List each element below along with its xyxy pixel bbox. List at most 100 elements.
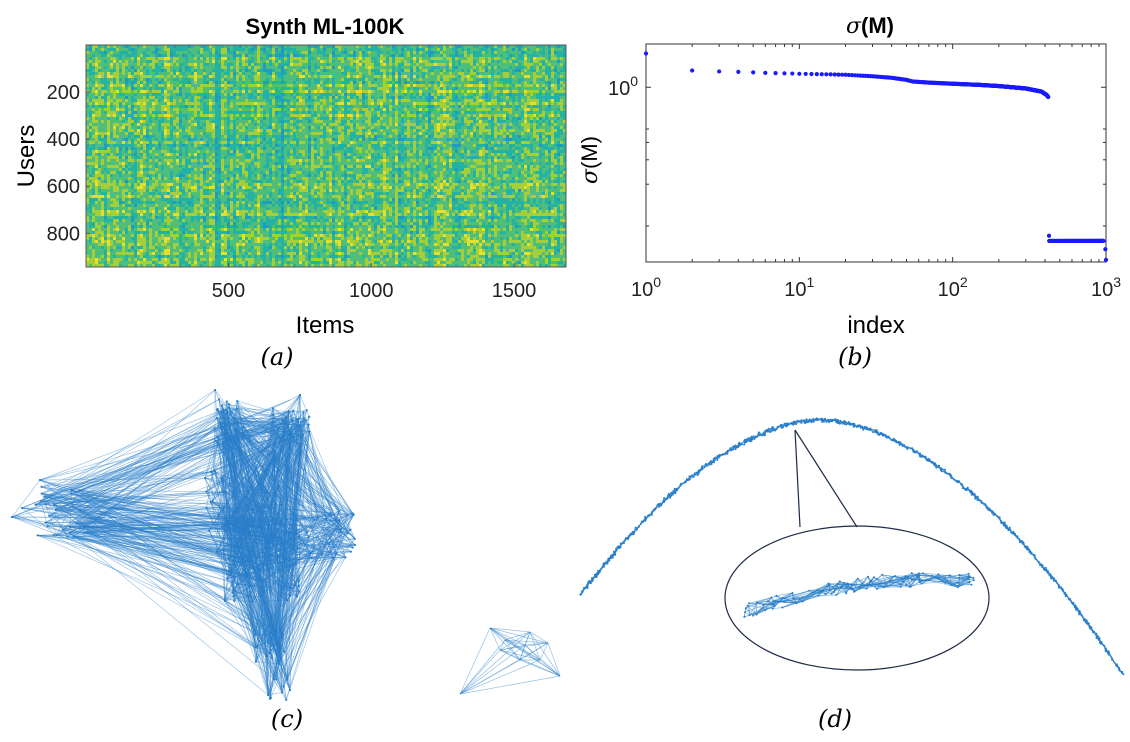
heatmap-cell <box>263 120 267 124</box>
heatmap-cell <box>158 93 162 97</box>
heatmap-cell <box>563 69 567 73</box>
heatmap-cell <box>95 138 99 142</box>
heatmap-cell <box>527 84 531 88</box>
heatmap-cell <box>497 111 501 115</box>
heatmap-cell <box>314 84 318 88</box>
heatmap-cell <box>521 54 525 58</box>
heatmap-cell <box>227 96 231 100</box>
heatmap-cell <box>173 78 177 82</box>
heatmap-cell <box>266 129 270 133</box>
heatmap-cell <box>197 63 201 67</box>
heatmap-cell <box>158 72 162 76</box>
heatmap-cell <box>311 99 315 103</box>
heatmap-cell <box>386 117 390 121</box>
heatmap-cell <box>461 111 465 115</box>
heatmap-cell <box>122 69 126 73</box>
heatmap-cell <box>269 60 273 64</box>
heatmap-cell <box>245 96 249 100</box>
heatmap-cell <box>428 78 432 82</box>
heatmap-cell <box>383 105 387 109</box>
heatmap-cell <box>458 123 462 127</box>
heatmap-cell <box>173 60 177 64</box>
heatmap-cell <box>548 132 552 136</box>
heatmap-cell <box>278 129 282 133</box>
heatmap-cell <box>434 96 438 100</box>
heatmap-cell <box>158 75 162 79</box>
heatmap-cell <box>476 84 480 88</box>
heatmap-cell <box>461 66 465 70</box>
heatmap-cell <box>122 132 126 136</box>
heatmap-cell <box>335 66 339 70</box>
heatmap-cell <box>404 63 408 67</box>
heatmap-cell <box>122 93 126 97</box>
heatmap-cell <box>101 138 105 142</box>
heatmap-cell <box>464 123 468 127</box>
heatmap-cell <box>398 66 402 70</box>
heatmap-cell <box>425 81 429 85</box>
heatmap-cell <box>308 51 312 55</box>
heatmap-cell <box>344 108 348 112</box>
heatmap-cell <box>443 48 447 52</box>
heatmap-cell <box>404 66 408 70</box>
heatmap-cell <box>170 138 174 142</box>
heatmap-cell <box>167 132 171 136</box>
heatmap-cell <box>299 75 303 79</box>
heatmap-cell <box>293 81 297 85</box>
heatmap-cell <box>89 114 93 118</box>
heatmap-cell <box>164 45 168 49</box>
heatmap-cell <box>380 135 384 139</box>
heatmap-cell <box>287 120 291 124</box>
heatmap-cell <box>371 78 375 82</box>
heatmap-cell <box>134 57 138 61</box>
heatmap-cell <box>503 102 507 106</box>
heatmap-cell <box>491 63 495 67</box>
heatmap-cell <box>362 81 366 85</box>
heatmap-cell <box>302 57 306 61</box>
heatmap-cell <box>311 108 315 112</box>
heatmap-cell <box>308 90 312 94</box>
heatmap-cell <box>95 87 99 91</box>
heatmap-cell <box>173 102 177 106</box>
heatmap-cell <box>422 117 426 121</box>
heatmap-cell <box>179 123 183 127</box>
heatmap-cell <box>410 96 414 100</box>
heatmap-cell <box>464 99 468 103</box>
heatmap-cell <box>89 51 93 55</box>
heatmap-cell <box>263 51 267 55</box>
heatmap-cell <box>158 135 162 139</box>
heatmap-cell <box>254 102 258 106</box>
heatmap-cell <box>107 132 111 136</box>
heatmap-cell <box>347 87 351 91</box>
heatmap-cell <box>482 72 486 76</box>
heatmap-cell <box>86 78 90 82</box>
heatmap-cell <box>416 114 420 118</box>
heatmap-cell <box>416 93 420 97</box>
heatmap-cell <box>182 45 186 49</box>
heatmap-cell <box>422 90 426 94</box>
heatmap-cell <box>500 114 504 118</box>
heatmap-cell <box>482 126 486 130</box>
heatmap-cell <box>344 129 348 133</box>
heatmap-cell <box>539 111 543 115</box>
heatmap-cell <box>407 60 411 64</box>
heatmap-cell <box>437 78 441 82</box>
heatmap-title: Synth ML-100K <box>246 14 405 39</box>
heatmap-cell <box>89 57 93 61</box>
heatmap-cell <box>500 45 504 49</box>
heatmap-cell <box>542 84 546 88</box>
heatmap-cell <box>452 87 456 91</box>
heatmap-cell <box>554 75 558 79</box>
heatmap-cell <box>209 135 213 139</box>
heatmap-cell <box>158 45 162 49</box>
heatmap-cell <box>116 69 120 73</box>
heatmap-cell <box>443 54 447 58</box>
heatmap-cell <box>113 111 117 115</box>
heatmap-cell <box>164 135 168 139</box>
heatmap-cell <box>347 99 351 103</box>
heatmap-cell <box>284 81 288 85</box>
heatmap-cell <box>146 138 150 142</box>
heatmap-cell <box>116 45 120 49</box>
heatmap-cell <box>122 117 126 121</box>
heatmap-cell <box>494 60 498 64</box>
